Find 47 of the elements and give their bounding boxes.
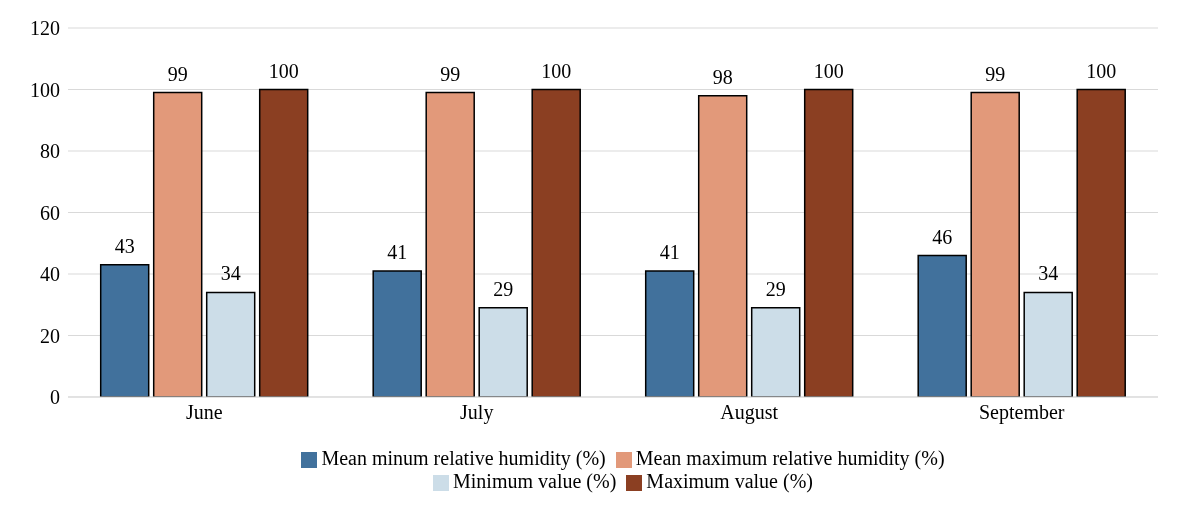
- bar: [99, 264, 150, 397]
- data-label: 100: [813, 59, 844, 82]
- y-tick-label: 100: [30, 78, 60, 101]
- bar: [205, 291, 256, 397]
- bar: [803, 88, 854, 397]
- bar: [1076, 88, 1126, 397]
- x-tick-label: July: [460, 401, 494, 425]
- data-label: 43: [114, 234, 135, 257]
- bar: [970, 91, 1020, 397]
- data-label: 34: [220, 262, 241, 285]
- data-label: 98: [712, 65, 733, 88]
- legend-label: Minimum value (%): [453, 470, 617, 492]
- x-tick-label: August: [720, 401, 779, 425]
- bar: [1023, 291, 1073, 397]
- bar: [372, 270, 422, 397]
- bar: [152, 91, 203, 397]
- data-label: 41: [387, 240, 408, 263]
- data-label: 100: [1086, 59, 1117, 82]
- data-label: 100: [541, 59, 572, 82]
- legend-label: Mean minum relative humidity (%): [321, 447, 606, 469]
- bar: [258, 88, 309, 397]
- data-label: 99: [440, 62, 461, 85]
- bar: [917, 254, 967, 397]
- x-tick-label: September: [978, 401, 1065, 425]
- y-tick-label: 120: [30, 17, 60, 40]
- x-tick-label: June: [185, 401, 223, 424]
- bar: [531, 88, 581, 397]
- bar: [750, 307, 801, 397]
- bar: [697, 94, 748, 397]
- y-tick-label: 0: [50, 386, 60, 409]
- data-label: 99: [167, 62, 188, 85]
- data-label: 46: [932, 225, 953, 248]
- legend-label: Maximum value (%): [646, 470, 813, 492]
- y-tick-label: 60: [40, 201, 60, 224]
- data-label: 100: [268, 59, 299, 82]
- data-label: 29: [765, 277, 786, 300]
- bar: [425, 91, 475, 397]
- data-label: 99: [985, 62, 1006, 85]
- legend-label: Mean maximum relative humidity (%): [635, 447, 945, 469]
- y-tick-label: 20: [40, 324, 60, 347]
- data-label: 29: [493, 277, 514, 300]
- y-tick-label: 80: [40, 140, 60, 163]
- y-tick-label: 40: [40, 263, 60, 286]
- bar: [478, 307, 528, 397]
- data-label: 34: [1038, 262, 1059, 285]
- data-label: 41: [659, 240, 680, 263]
- bar: [644, 270, 695, 397]
